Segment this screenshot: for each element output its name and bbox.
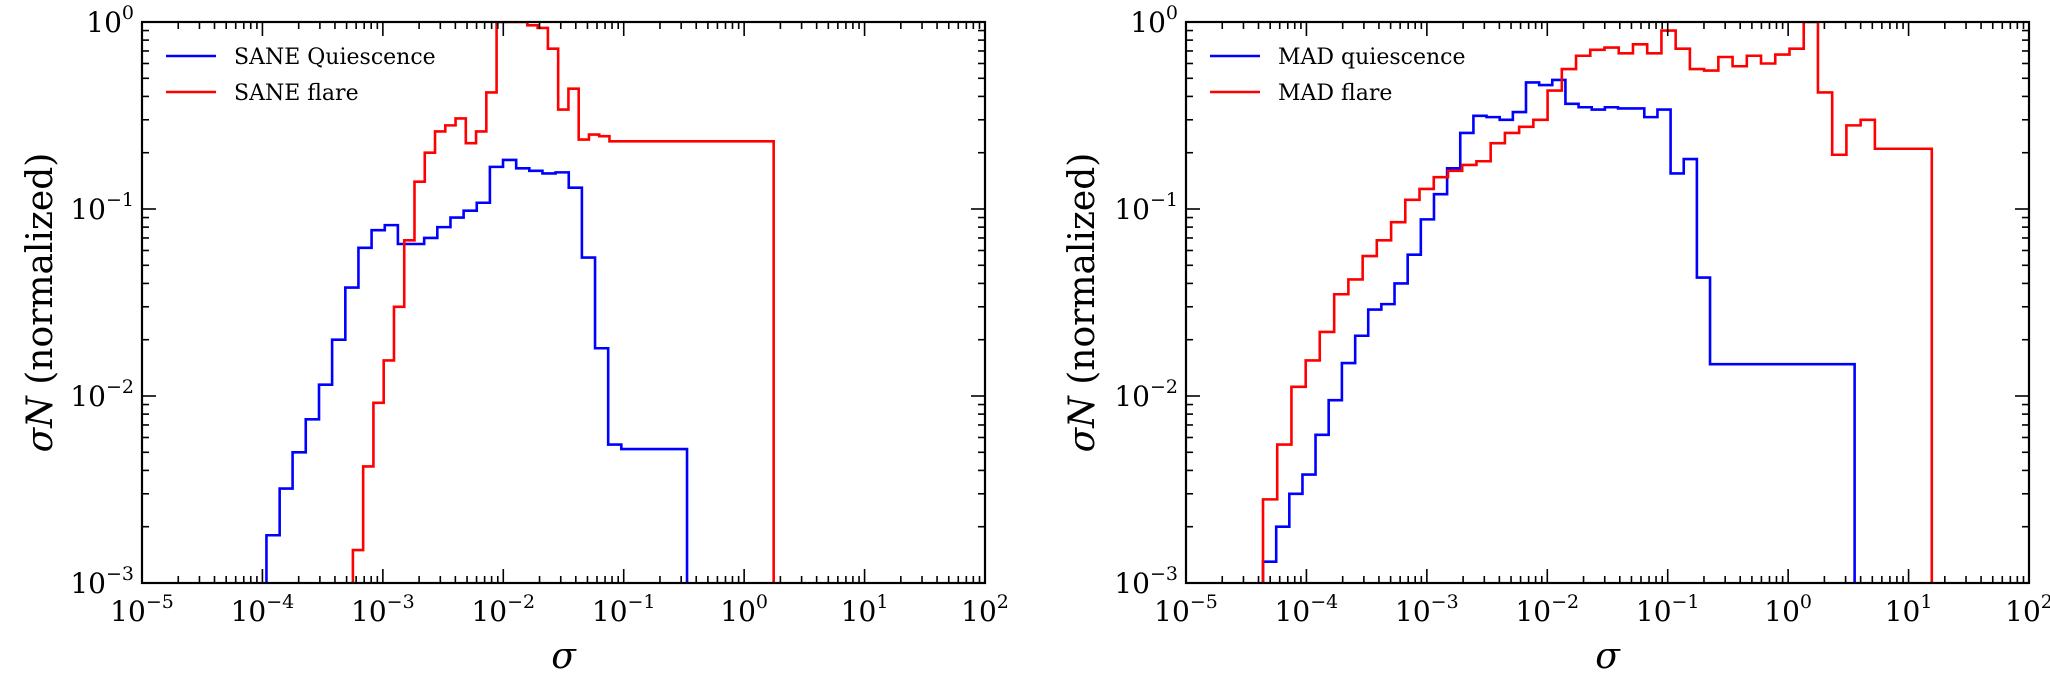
x-tick-label: 10−3 [1395,591,1459,628]
legend: MAD quiescence MAD flare [1210,45,1466,106]
tick-marks [1185,21,2030,584]
x-tick-label: 100 [720,591,768,628]
y-tick-label: 10−3 [70,563,134,600]
x-axis-label: σ [1595,636,1621,677]
x-tick-label: 102 [2005,591,2050,628]
legend-label: MAD flare [1278,81,1392,106]
y-tick-label: 10−3 [1114,563,1178,600]
y-tick-label: 10−1 [1114,189,1178,226]
y-tick-label: 10−1 [70,189,134,226]
x-tick-label: 101 [1885,591,1933,628]
y-tick-label: 10−2 [70,376,134,413]
chart-panel-1: 10−5 10−4 10−3 10−2 10−1 100 101 102 10−3 10−2 10−… [20,2,1009,677]
y-axis-label: σN (normalized) [20,153,61,453]
legend-label: MAD quiescence [1278,45,1466,70]
x-tick-label: 102 [961,591,1009,628]
x-tick-label: 100 [1764,591,1812,628]
x-tick-label: 10−3 [351,591,415,628]
series-1-2-line [351,22,775,583]
series-2-2-line [1261,22,1934,583]
x-tick-label: 10−1 [592,591,656,628]
legend: SANE Quiescence SANE flare [166,45,436,106]
x-tick-label: 10−1 [1636,591,1700,628]
x-tick-label: 10−5 [1154,591,1218,628]
chart-panel-2: 10−5 10−4 10−3 10−2 10−1 100 101 102 10−3 10−2 10−… [1062,2,2050,677]
x-tick-label: 10−5 [110,591,174,628]
x-axis-label: σ [551,636,577,677]
y-axis-label: σN (normalized) [1062,153,1103,453]
series-1-1-line [265,158,689,583]
y-tick-label: 10−2 [1114,376,1178,413]
tick-marks [141,21,986,584]
y-tick-label: 100 [1130,2,1178,39]
legend-label: SANE Quiescence [234,45,436,70]
x-tick-label: 10−2 [471,591,535,628]
series-2-1-line [1261,78,1856,583]
x-tick-label: 10−4 [231,591,295,628]
legend-label: SANE flare [234,81,359,106]
x-tick-label: 10−2 [1515,591,1579,628]
x-tick-label: 10−4 [1275,591,1339,628]
y-tick-label: 100 [86,2,134,39]
x-tick-label: 101 [841,591,889,628]
plot-frame [1184,20,2031,585]
plot-frame [140,20,987,585]
